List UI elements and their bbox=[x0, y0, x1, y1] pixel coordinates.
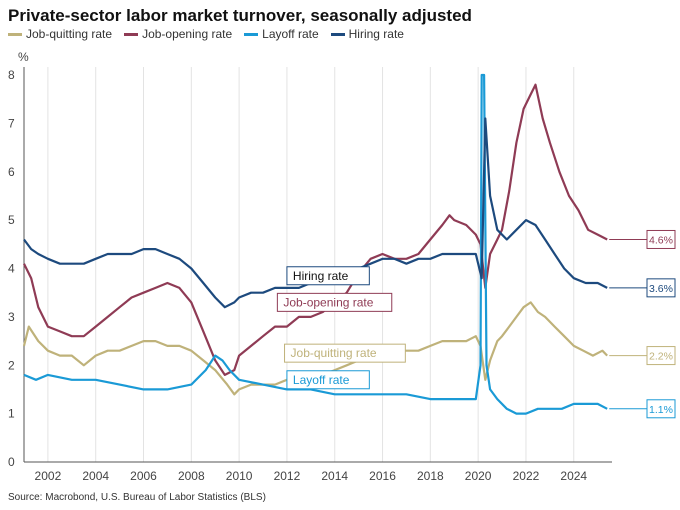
end-label-box-job-opening-rate bbox=[646, 229, 676, 249]
y-tick-label: 1 bbox=[8, 407, 15, 421]
annotation-box-job-opening-rate bbox=[276, 292, 393, 312]
legend-label-job-quitting-rate: Job-quitting rate bbox=[26, 27, 113, 41]
x-tick-label: 2022 bbox=[513, 469, 540, 483]
legend-item-layoff-rate: Layoff rate bbox=[244, 27, 319, 41]
legend-swatch-job-opening-rate bbox=[124, 32, 139, 36]
end-label-job-quitting-rate: 2.2% bbox=[649, 351, 673, 363]
x-tick-label: 2020 bbox=[465, 469, 492, 483]
legend-swatch-hiring-rate bbox=[330, 32, 345, 36]
x-tick-label: 2018 bbox=[417, 469, 444, 483]
legend-label-layoff-rate: Layoff rate bbox=[262, 27, 319, 41]
annotation-label-job-opening-rate: Job-opening rate bbox=[283, 295, 373, 309]
x-tick-label: 2014 bbox=[321, 469, 348, 483]
y-tick-label: 7 bbox=[8, 116, 15, 130]
end-label-box-hiring-rate bbox=[646, 278, 676, 298]
x-tick-label: 2004 bbox=[82, 469, 109, 483]
y-tick-label: 2 bbox=[8, 358, 15, 372]
legend-label-job-opening-rate: Job-opening rate bbox=[142, 27, 233, 41]
source-note: Source: Macrobond, U.S. Bureau of Labor … bbox=[8, 492, 266, 503]
end-label-hiring-rate: 3.6% bbox=[649, 283, 673, 295]
y-tick-label: 4 bbox=[8, 262, 15, 276]
y-tick-label: 5 bbox=[8, 213, 15, 227]
y-tick-label: 8 bbox=[8, 68, 15, 82]
legend-item-job-opening-rate: Job-opening rate bbox=[124, 27, 232, 41]
series-line-job-quitting-rate bbox=[22, 301, 608, 396]
annotation-box-layoff-rate bbox=[286, 370, 370, 390]
x-tick-label: 2008 bbox=[178, 469, 205, 483]
series-line-layoff-rate bbox=[23, 73, 608, 415]
y-tick-label: 0 bbox=[8, 455, 15, 469]
x-tick-label: 2010 bbox=[226, 469, 253, 483]
y-tick-label: 3 bbox=[8, 310, 15, 324]
end-label-box-layoff-rate bbox=[646, 399, 676, 419]
x-tick-label: 2024 bbox=[560, 469, 587, 483]
x-tick-label: 2002 bbox=[35, 469, 62, 483]
annotation-label-job-quitting-rate: Job-quitting rate bbox=[291, 346, 377, 360]
end-label-job-opening-rate: 4.6% bbox=[649, 234, 673, 246]
end-label-layoff-rate: 1.1% bbox=[649, 404, 673, 416]
y-axis-unit-label: % bbox=[18, 50, 29, 64]
legend-label-hiring-rate: Hiring rate bbox=[348, 27, 404, 41]
legend-swatch-job-quitting-rate bbox=[8, 32, 22, 36]
x-tick-label: 2016 bbox=[369, 469, 396, 483]
legend-swatch-layoff-rate bbox=[244, 32, 259, 36]
series-line-job-opening-rate bbox=[23, 83, 608, 376]
x-tick-label: 2006 bbox=[130, 469, 157, 483]
annotation-box-job-quitting-rate bbox=[284, 343, 406, 363]
x-tick-label: 2012 bbox=[274, 469, 301, 483]
legend-item-job-quitting-rate: Job-quitting rate bbox=[8, 27, 112, 41]
chart-title: Private-sector labor market turnover, se… bbox=[8, 6, 472, 25]
annotation-label-hiring-rate: Hiring rate bbox=[293, 269, 349, 283]
y-tick-label: 6 bbox=[8, 165, 15, 179]
chart-legend: Job-quitting rate Job-opening rate Layof… bbox=[8, 27, 404, 41]
end-label-box-job-quitting-rate bbox=[646, 346, 676, 366]
annotation-box-hiring-rate bbox=[286, 266, 370, 286]
legend-item-hiring-rate: Hiring rate bbox=[330, 27, 404, 41]
annotation-label-layoff-rate: Layoff rate bbox=[293, 373, 350, 387]
